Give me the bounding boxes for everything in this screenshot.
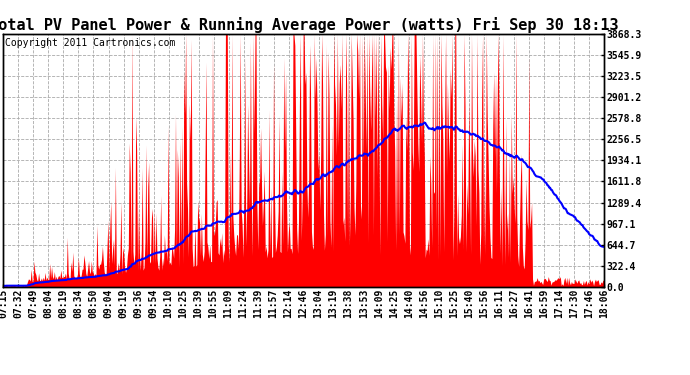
Title: Total PV Panel Power & Running Average Power (watts) Fri Sep 30 18:13: Total PV Panel Power & Running Average P… [0,16,618,33]
Text: Copyright 2011 Cartronics.com: Copyright 2011 Cartronics.com [6,38,176,48]
